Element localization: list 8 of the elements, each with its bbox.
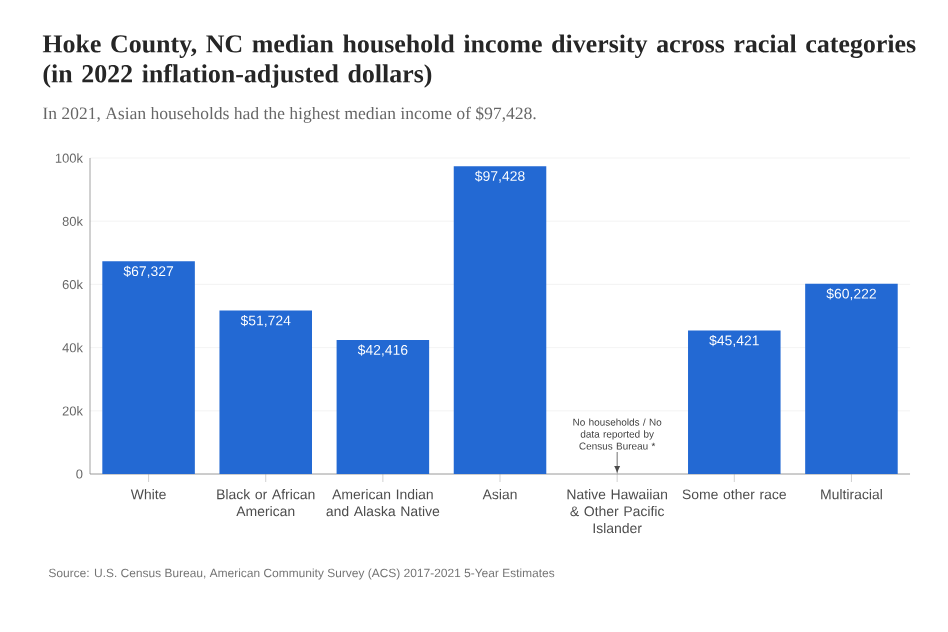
bar [219,310,312,474]
chart-subtitle: In 2021, Asian households had the highest median income of $97,428. [43,106,536,123]
bar [336,339,430,474]
bar [805,283,898,474]
bar [453,166,547,474]
bar [102,261,195,474]
bar [688,330,781,474]
chart-title: Hoke County, NC median household income diversity across racial categories (in 2022 inflation-adjusted dollars) [42,34,916,88]
